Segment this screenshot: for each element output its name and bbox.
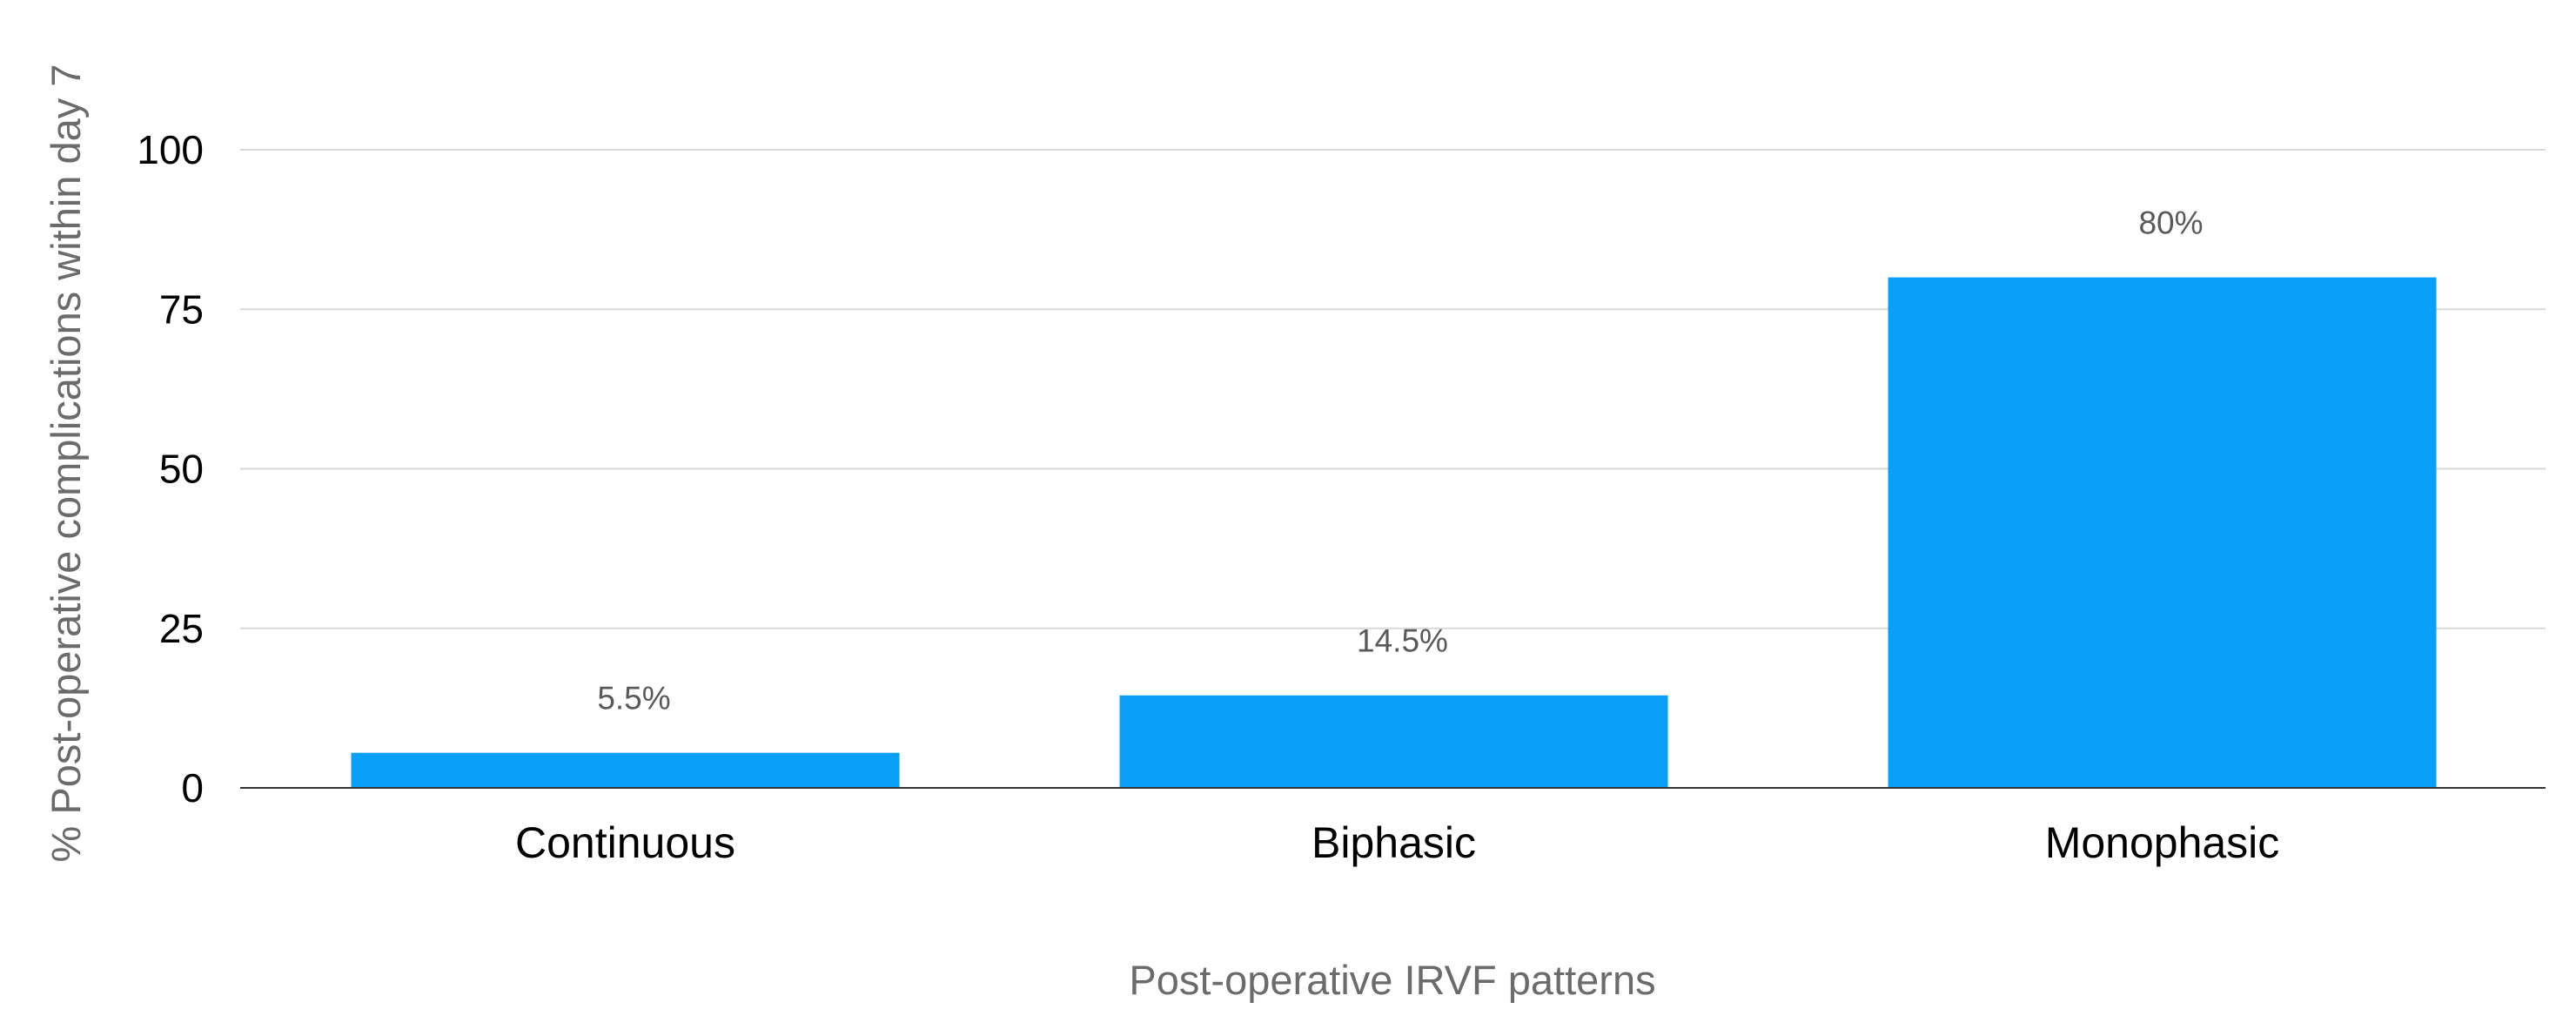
x-category-label: Monophasic	[2045, 818, 2280, 867]
data-label: 5.5%	[597, 681, 670, 716]
y-tick-label: 0	[181, 765, 204, 811]
bar-monophasic	[1888, 277, 2437, 789]
x-category-label: Continuous	[515, 818, 735, 867]
y-tick-label: 100	[137, 127, 204, 172]
y-tick-label: 50	[159, 447, 204, 492]
x-axis-categories: Continuous Biphasic Monophasic	[515, 818, 2279, 867]
x-axis-title: Post-operative IRVF patterns	[1129, 957, 1655, 1003]
y-axis-ticks: 0 25 50 75 100	[137, 127, 204, 811]
data-labels: 5.5% 14.5% 80%	[597, 205, 2203, 716]
data-label: 80%	[2138, 205, 2203, 241]
x-category-label: Biphasic	[1311, 818, 1476, 867]
bar-biphasic	[1119, 695, 1668, 788]
y-axis-title: % Post-operative complications within da…	[43, 64, 89, 863]
bar-continuous	[351, 752, 900, 788]
y-tick-label: 25	[159, 606, 204, 651]
data-label: 14.5%	[1357, 623, 1448, 659]
bars	[351, 277, 2437, 789]
y-tick-label: 75	[159, 286, 204, 332]
